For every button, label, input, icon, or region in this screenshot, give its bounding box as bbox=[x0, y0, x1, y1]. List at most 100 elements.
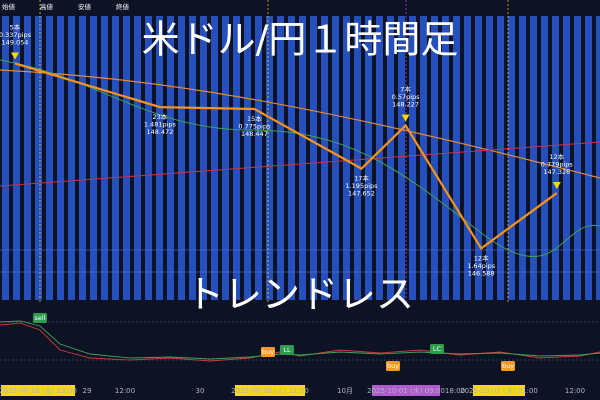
stripe bbox=[200, 16, 207, 300]
signal-label: buy bbox=[502, 362, 514, 370]
bar-count-label: 7本 bbox=[400, 84, 411, 93]
stripe bbox=[288, 16, 295, 300]
bar-count-label: 15本 bbox=[247, 114, 262, 123]
stripe bbox=[189, 16, 196, 300]
stripe bbox=[321, 16, 328, 300]
header-label: 高値 bbox=[40, 2, 54, 11]
stripe bbox=[123, 16, 130, 300]
price-label: 148.227 bbox=[392, 100, 419, 108]
pips-label: 1.195pips bbox=[345, 182, 378, 190]
stripe bbox=[211, 16, 218, 300]
stripe bbox=[442, 16, 449, 300]
stripe bbox=[541, 16, 548, 300]
bar-count-label: 23本 bbox=[153, 112, 168, 121]
stripe bbox=[332, 16, 339, 300]
stripe bbox=[244, 16, 251, 300]
pips-label: 0.775pips bbox=[238, 122, 271, 130]
stripe bbox=[79, 16, 86, 300]
stripe bbox=[530, 16, 537, 300]
stripe bbox=[299, 16, 306, 300]
stripe bbox=[453, 16, 460, 300]
price-label: 147.326 bbox=[543, 168, 570, 176]
bar-count-label: 5本 bbox=[10, 22, 21, 31]
stripe bbox=[222, 16, 229, 300]
session-stripes bbox=[2, 16, 600, 300]
stripe bbox=[310, 16, 317, 300]
signal-badge bbox=[280, 345, 294, 355]
x-tick-label: 12:00 bbox=[565, 387, 585, 395]
stripe bbox=[46, 16, 53, 300]
stripe bbox=[178, 16, 185, 300]
stripe bbox=[112, 16, 119, 300]
stripe bbox=[2, 16, 9, 300]
stripe bbox=[497, 16, 504, 300]
header-label: 安値 bbox=[78, 2, 92, 11]
x-label-box bbox=[473, 385, 525, 396]
x-label-box bbox=[372, 385, 440, 396]
annotation: トレンドレス bbox=[186, 273, 414, 317]
chart-title: 米ドル/円１時間足 bbox=[142, 18, 459, 62]
stripe bbox=[167, 16, 174, 300]
stripe bbox=[464, 16, 471, 300]
stripe bbox=[57, 16, 64, 300]
x-tick-label: 2025-10-01 (水) 09:00 bbox=[367, 386, 445, 395]
stripe bbox=[277, 16, 284, 300]
stripe bbox=[35, 16, 42, 300]
stripe bbox=[255, 16, 262, 300]
stripe bbox=[409, 16, 416, 300]
stripe bbox=[68, 16, 75, 300]
pips-label: 0.57pips bbox=[392, 93, 421, 101]
stripe bbox=[431, 16, 438, 300]
stripe bbox=[585, 16, 592, 300]
signal-badge bbox=[33, 313, 47, 323]
x-tick-label: 2025-10-02 (木) 01:00 bbox=[460, 386, 538, 395]
price-label: 146.588 bbox=[468, 269, 495, 277]
stripe bbox=[145, 16, 152, 300]
signal-badge bbox=[386, 361, 400, 371]
x-tick-label: 30 bbox=[196, 387, 205, 395]
signal-label: LC bbox=[433, 345, 442, 353]
ohlc-header: 始値 高値 安値 終値 bbox=[2, 2, 130, 11]
bar-count-label: 17本 bbox=[354, 174, 369, 183]
stripe bbox=[354, 16, 361, 300]
pivot-marker bbox=[401, 114, 410, 122]
stripe bbox=[101, 16, 108, 300]
price-label: 149.054 bbox=[2, 38, 29, 46]
price-label: 148.447 bbox=[241, 130, 268, 138]
signal-badge bbox=[501, 361, 515, 371]
signal-badge bbox=[261, 347, 275, 357]
stripe bbox=[508, 16, 515, 300]
signal-label: buy bbox=[262, 348, 274, 356]
x-label-box bbox=[1, 385, 75, 396]
x-label-box bbox=[235, 385, 305, 396]
indicator-line bbox=[0, 320, 600, 360]
stripe bbox=[24, 16, 31, 300]
stripe bbox=[266, 16, 273, 300]
header-label: 始値 bbox=[2, 2, 16, 11]
x-tick-label: 18:00 bbox=[445, 387, 465, 395]
signal-label: LL bbox=[283, 346, 291, 354]
x-tick-label: 2025-09-26 (金) 23:00 bbox=[0, 386, 77, 395]
stripe bbox=[233, 16, 240, 300]
pips-label: 1.64pips bbox=[467, 262, 496, 270]
signal-badge bbox=[430, 344, 444, 354]
stripe bbox=[13, 16, 20, 300]
pips-label: 0.337pips bbox=[0, 31, 32, 39]
price-label: 147.652 bbox=[348, 190, 375, 198]
stripe bbox=[486, 16, 493, 300]
stripe bbox=[156, 16, 163, 300]
signal-label: buy bbox=[387, 362, 399, 370]
x-tick-label: 12:00 bbox=[115, 387, 135, 395]
zigzag-line bbox=[14, 62, 558, 250]
indicator-pane bbox=[0, 302, 600, 382]
stripe bbox=[552, 16, 559, 300]
pips-label: 0.779pips bbox=[541, 161, 574, 169]
signal-label: sell bbox=[35, 314, 46, 322]
stripe bbox=[134, 16, 141, 300]
header-label: 終値 bbox=[116, 2, 130, 11]
stripe bbox=[420, 16, 427, 300]
stripe bbox=[387, 16, 394, 300]
x-tick-label: 10月 bbox=[337, 387, 353, 395]
bar-count-label: 12本 bbox=[474, 253, 489, 262]
